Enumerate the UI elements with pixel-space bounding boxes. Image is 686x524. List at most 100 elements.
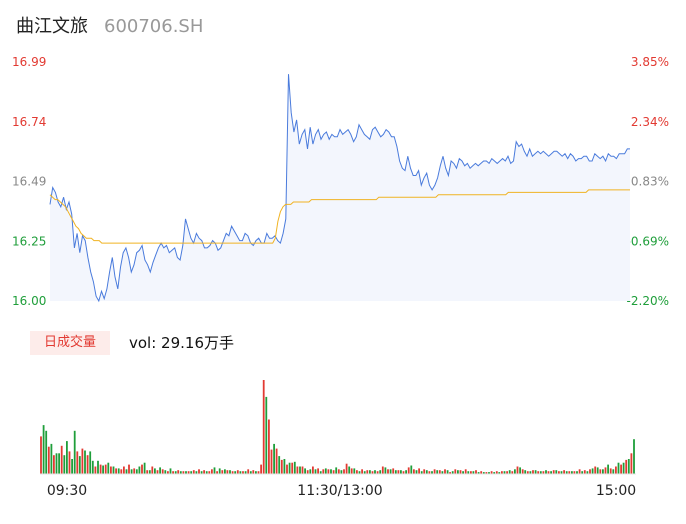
volume-bar <box>343 469 345 474</box>
volume-bar <box>369 470 371 474</box>
volume-bar <box>205 471 208 474</box>
volume-bar <box>415 470 418 474</box>
volume-bar <box>286 464 288 474</box>
volume-bar <box>394 470 397 474</box>
volume-bar <box>418 468 420 474</box>
volume-bar <box>477 472 480 474</box>
volume-bar <box>627 459 630 474</box>
volume-bar <box>539 471 542 474</box>
price-tick-label: 16.74 <box>12 115 46 129</box>
volume-bar <box>350 468 353 474</box>
price-tick-label: 16.25 <box>12 234 46 248</box>
volume-bar <box>506 471 508 474</box>
volume-bar <box>464 469 467 474</box>
volume-bar <box>519 467 521 474</box>
volume-bar <box>410 465 413 474</box>
volume-bar <box>622 462 625 474</box>
volume-bar <box>436 470 439 474</box>
volume-bar <box>236 470 239 474</box>
volume-bar <box>179 471 182 474</box>
volume-bar <box>529 471 532 474</box>
volume-bar <box>270 449 273 474</box>
volume-bar <box>117 468 120 474</box>
volume-bar <box>524 470 527 474</box>
volume-bar <box>229 470 231 474</box>
volume-bar <box>459 470 462 474</box>
volume-bar <box>625 459 628 474</box>
volume-readout: vol: 29.16万手 <box>129 334 234 352</box>
volume-bar <box>262 380 265 474</box>
percent-tick-label: -0.69% <box>627 234 669 248</box>
volume-bar <box>503 471 506 474</box>
volume-bar <box>257 471 260 474</box>
volume-bar <box>159 467 161 474</box>
volume-bar <box>244 471 247 474</box>
volume-bar <box>568 471 571 474</box>
volume-bar <box>84 450 86 474</box>
volume-bar <box>260 464 262 474</box>
volume-bar <box>120 469 123 474</box>
volume-bar <box>203 470 205 474</box>
volume-bar <box>112 466 115 474</box>
volume-bar <box>239 471 242 474</box>
volume-bar <box>495 471 498 474</box>
volume-bar <box>60 445 63 474</box>
volume-bar <box>167 471 169 474</box>
volume-bar <box>480 471 483 474</box>
volume-bar <box>110 466 112 474</box>
volume-bar <box>457 470 459 474</box>
volume-bar <box>392 468 395 474</box>
volume-bar <box>265 396 268 474</box>
volume-bar <box>454 469 457 474</box>
volume-bar <box>73 430 76 474</box>
volume-bar <box>128 464 130 474</box>
volume-bar <box>498 472 501 474</box>
volume-bar <box>66 441 68 474</box>
volume-bar <box>322 469 325 474</box>
volume-bar <box>312 466 314 474</box>
volume-bar <box>42 425 45 474</box>
volume-bar <box>599 469 602 474</box>
volume-bar <box>337 469 340 474</box>
volume-bar <box>563 470 565 474</box>
volume-bar <box>319 471 322 474</box>
volume-bar <box>609 468 612 474</box>
percent-axis: 3.85% 2.34% 0.83% -0.69% -2.20% <box>627 55 669 308</box>
volume-bar <box>449 472 451 474</box>
volume-bar <box>324 468 327 474</box>
volume-bar <box>141 464 143 474</box>
volume-bar <box>501 471 503 474</box>
volume-bar <box>91 460 94 474</box>
volume-bar <box>420 471 423 474</box>
stock-name: 曲江文旅 <box>16 16 88 37</box>
volume-bar <box>330 469 332 474</box>
volume-bar <box>384 467 387 474</box>
volume-bar <box>361 469 363 474</box>
volume-bar <box>558 471 560 474</box>
average-price-line <box>49 189 630 244</box>
volume-bar <box>335 467 338 474</box>
volume-bar <box>107 462 110 474</box>
volume-bar <box>441 471 444 474</box>
volume-bar <box>482 472 485 474</box>
volume-bar <box>488 472 490 474</box>
volume-bar <box>192 470 195 474</box>
volume-tab[interactable]: 日成交量 <box>30 331 110 355</box>
volume-bar <box>304 468 306 474</box>
volume-bar <box>475 470 477 474</box>
volume-bar <box>550 471 552 474</box>
volume-bar <box>317 468 319 474</box>
volume-bar <box>45 430 48 474</box>
volume-bar <box>387 469 389 474</box>
volume-bar <box>185 471 187 474</box>
volume-bar <box>356 470 358 474</box>
volume-bar <box>190 471 193 474</box>
volume-bar <box>379 470 382 474</box>
volume-bar <box>177 470 180 474</box>
volume-bar <box>467 471 470 474</box>
volume-bar <box>371 471 374 474</box>
volume-bar <box>446 470 449 474</box>
volume-bar <box>402 471 405 474</box>
volume-bar <box>433 469 436 474</box>
